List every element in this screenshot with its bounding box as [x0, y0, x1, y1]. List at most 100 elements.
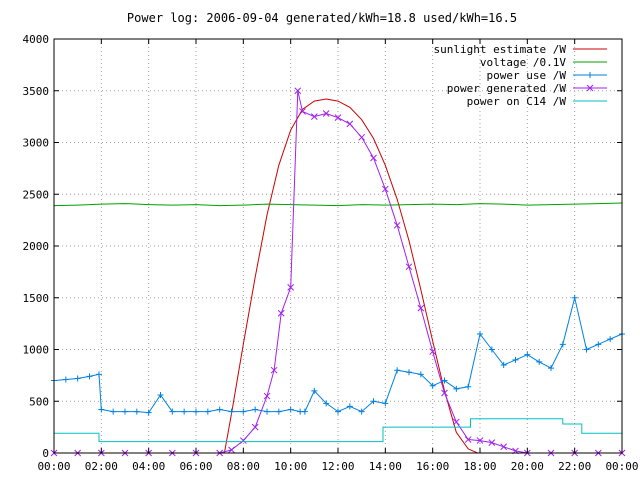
x-tick-label: 06:00	[179, 460, 212, 473]
x-tick-label: 14:00	[369, 460, 402, 473]
legend-label: power on C14 /W	[467, 95, 567, 108]
data-point	[429, 348, 437, 355]
data-point	[62, 376, 69, 383]
data-point	[299, 108, 306, 115]
data-point	[228, 408, 235, 415]
data-point	[346, 403, 353, 410]
data-point	[251, 423, 259, 431]
data-point	[358, 133, 366, 141]
data-point	[393, 221, 401, 229]
data-point	[465, 383, 472, 390]
series-layer	[50, 87, 626, 457]
data-point	[429, 382, 436, 389]
data-point	[417, 371, 424, 378]
data-point	[264, 408, 270, 415]
data-point	[301, 408, 308, 415]
data-point	[311, 387, 318, 394]
data-point	[133, 408, 140, 415]
data-point	[488, 346, 495, 353]
data-point	[169, 408, 176, 415]
data-point	[587, 72, 593, 78]
data-point	[452, 418, 460, 426]
series-group	[54, 418, 622, 443]
data-point	[476, 437, 484, 444]
data-point	[607, 336, 614, 343]
x-tick-label: 04:00	[132, 460, 165, 473]
data-point	[405, 263, 413, 271]
data-point	[263, 392, 271, 400]
y-tick-label: 0	[42, 447, 49, 460]
legend-label: power use /W	[487, 69, 567, 82]
x-tick-label: 18:00	[463, 460, 496, 473]
data-point	[406, 369, 412, 376]
data-point	[181, 408, 188, 415]
data-point	[228, 446, 235, 454]
x-tick-label: 16:00	[416, 460, 449, 473]
data-point	[441, 377, 448, 384]
x-tick-label: 10:00	[274, 460, 307, 473]
x-tick-label: 12:00	[321, 460, 354, 473]
grid-layer	[54, 39, 622, 453]
data-point	[240, 408, 247, 415]
data-point	[193, 408, 199, 415]
data-point	[441, 389, 448, 397]
x-tick-label: 02:00	[85, 460, 118, 473]
data-point	[382, 400, 389, 407]
chart-title: Power log: 2006-09-04 generated/kWh=18.8…	[127, 11, 517, 25]
data-point	[157, 392, 164, 399]
data-point	[86, 373, 93, 380]
legend-label: voltage /0.1V	[480, 56, 566, 69]
data-point	[275, 408, 282, 415]
data-point	[95, 371, 102, 378]
series-group	[223, 98, 478, 454]
series-line	[223, 98, 478, 454]
data-point	[74, 375, 81, 382]
data-point	[323, 400, 330, 407]
data-point	[512, 356, 519, 363]
series-line	[54, 418, 622, 443]
data-point	[145, 409, 152, 416]
data-point	[294, 87, 302, 95]
data-point	[322, 110, 330, 117]
data-point	[110, 408, 117, 415]
data-point	[346, 120, 354, 128]
data-point	[381, 185, 389, 193]
y-tick-label: 4000	[23, 33, 50, 46]
y-tick-label: 3000	[23, 137, 50, 150]
data-point	[310, 113, 318, 120]
data-point	[370, 154, 377, 162]
data-point	[559, 341, 566, 348]
series-group	[51, 294, 625, 416]
data-point	[358, 408, 365, 415]
data-point	[287, 406, 294, 413]
data-point	[488, 439, 496, 447]
data-point	[464, 436, 472, 443]
data-point	[548, 365, 554, 372]
data-point	[500, 362, 507, 369]
data-point	[270, 366, 278, 374]
data-point	[287, 284, 295, 291]
data-point	[204, 408, 211, 415]
data-point	[239, 437, 247, 444]
data-point	[277, 309, 285, 317]
data-point	[334, 114, 342, 122]
data-point	[571, 294, 578, 301]
data-point	[122, 408, 128, 415]
series-line	[53, 202, 623, 207]
y-tick-label: 1000	[23, 344, 50, 357]
data-point	[536, 358, 543, 365]
y-tick-label: 2000	[23, 240, 50, 253]
data-point	[216, 406, 223, 413]
x-tick-label: 20:00	[511, 460, 544, 473]
data-point	[477, 330, 483, 337]
y-tick-label: 500	[29, 395, 49, 408]
x-tick-label: 08:00	[227, 460, 260, 473]
data-point	[583, 346, 590, 353]
x-tick-label: 22:00	[558, 460, 591, 473]
legend-label: sunlight estimate /W	[434, 43, 567, 56]
y-tick-label: 1500	[23, 292, 50, 305]
y-tick-label: 3500	[23, 85, 50, 98]
